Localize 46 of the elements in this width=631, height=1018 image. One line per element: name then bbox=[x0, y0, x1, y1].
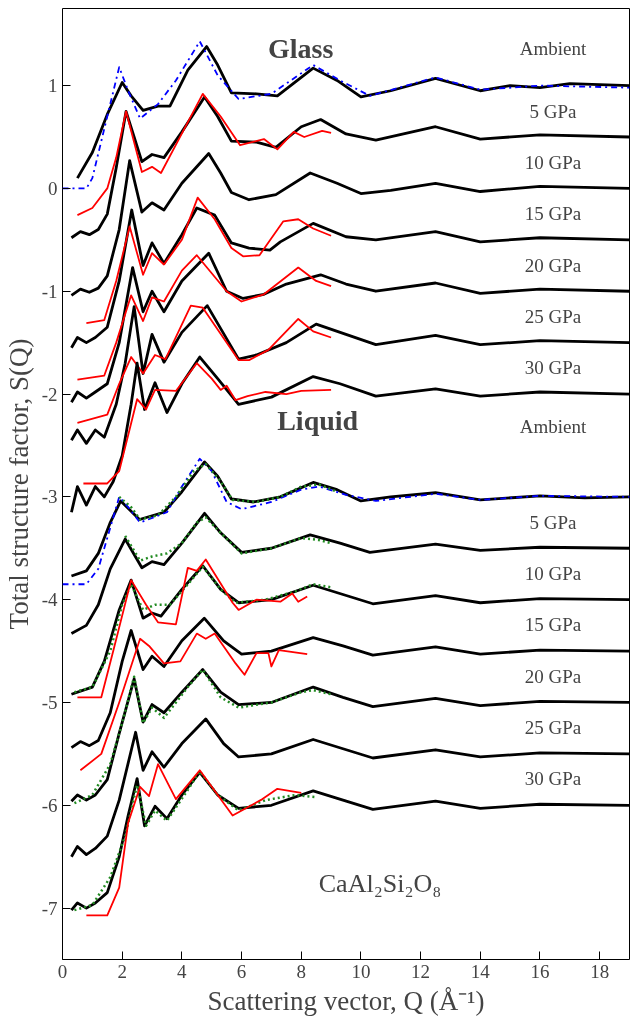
line-series bbox=[76, 254, 332, 381]
y-tick-label: -7 bbox=[41, 897, 58, 919]
line-series bbox=[79, 632, 309, 772]
y-tick-label: 1 bbox=[48, 75, 58, 97]
x-tick-label: 18 bbox=[590, 960, 610, 982]
annotation: Liquid bbox=[277, 404, 359, 436]
x-tick-label: 2 bbox=[117, 960, 127, 982]
line-series bbox=[85, 196, 332, 324]
line-series bbox=[123, 516, 333, 562]
annotation: 20 GPa bbox=[524, 665, 582, 687]
annotation: 5 GPa bbox=[529, 100, 578, 122]
y-tick-label: 0 bbox=[48, 177, 58, 199]
y-tick-label: -4 bbox=[41, 589, 58, 611]
y-tick-label: -2 bbox=[41, 383, 58, 405]
x-axis-title: Scattering vector, Q (Å⁻¹) bbox=[207, 985, 485, 1016]
annotation: 30 GPa bbox=[524, 768, 582, 790]
y-tick-label: -6 bbox=[41, 794, 58, 816]
line-series bbox=[73, 668, 333, 805]
annotation: CaAl₂Si₂O₈ bbox=[318, 868, 442, 898]
y-axis-title: Total structure factor, S(Q) bbox=[3, 338, 34, 630]
x-tick-label: 4 bbox=[177, 960, 188, 982]
annotation: 15 GPa bbox=[524, 203, 582, 225]
annotation: 5 GPa bbox=[529, 511, 578, 533]
line-series bbox=[73, 565, 333, 694]
annotation: 20 GPa bbox=[524, 254, 582, 276]
annotation: 30 GPa bbox=[524, 357, 582, 379]
line-series bbox=[76, 558, 309, 699]
x-tick-label: 16 bbox=[530, 960, 550, 982]
annotation: Ambient bbox=[519, 416, 587, 438]
x-tick-label: 14 bbox=[470, 960, 491, 982]
y-tick-label: -1 bbox=[41, 280, 58, 302]
annotation: Ambient bbox=[519, 37, 587, 59]
x-tick-label: 10 bbox=[351, 960, 371, 982]
annotation: Glass bbox=[267, 32, 334, 64]
annotation: 10 GPa bbox=[524, 562, 582, 584]
y-tick-label: -5 bbox=[41, 691, 58, 713]
annotation: 10 GPa bbox=[524, 152, 582, 174]
annotation: 15 GPa bbox=[524, 614, 582, 636]
y-tick-label: -3 bbox=[41, 486, 58, 508]
line-series bbox=[76, 92, 332, 217]
x-tick-label: 6 bbox=[236, 960, 247, 982]
x-tick-label: 12 bbox=[411, 960, 431, 982]
x-tick-label: 8 bbox=[296, 960, 306, 982]
line-series bbox=[85, 763, 303, 917]
annotation: 25 GPa bbox=[524, 716, 582, 738]
annotation: 25 GPa bbox=[524, 306, 582, 328]
